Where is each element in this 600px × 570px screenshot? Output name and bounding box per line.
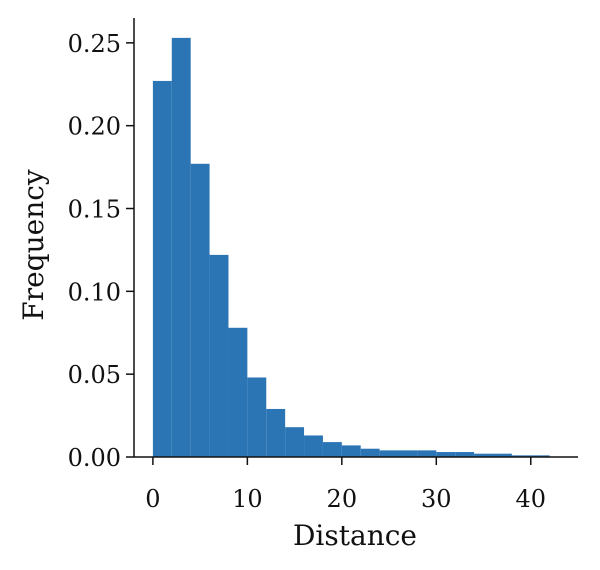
ticks-group: 0 10 20 30 40 0.00 0.05 0.10 0.15 0.20 0.25: [68, 30, 546, 513]
histogram-bar-8: [304, 435, 323, 457]
y-tick-label-0: 0.00: [68, 444, 121, 472]
axes-group: [133, 18, 578, 458]
histogram-bar-19: [511, 455, 531, 457]
histogram-bar-16: [455, 452, 475, 457]
bars-group: [152, 37, 550, 458]
histogram-bar-13: [398, 450, 418, 457]
x-axis-title: Distance: [293, 519, 417, 552]
histogram-bar-2: [190, 163, 210, 457]
histogram-bar-0: [152, 80, 172, 458]
histogram-bar-3: [209, 254, 229, 457]
histogram-bar-12: [379, 450, 399, 457]
y-tick-label-4: 0.20: [68, 113, 121, 141]
x-tick-label-1: 10: [232, 485, 263, 513]
x-tick-label-2: 20: [327, 485, 358, 513]
y-tick-label-5: 0.25: [68, 30, 121, 58]
y-tick-label-3: 0.15: [68, 196, 121, 224]
histogram-bar-7: [285, 427, 305, 457]
y-axis-title: Frequency: [17, 169, 50, 321]
histogram-bar-9: [322, 442, 342, 457]
histogram-bar-5: [247, 377, 267, 457]
histogram-bar-20: [530, 455, 550, 457]
histogram-bar-11: [360, 448, 380, 457]
histogram-bar-1: [171, 37, 191, 458]
y-tick-label-2: 0.10: [68, 278, 121, 306]
histogram-bar-14: [417, 450, 437, 457]
histogram-bar-15: [436, 452, 456, 457]
x-tick-label-3: 30: [421, 485, 452, 513]
x-tick-label-0: 0: [145, 485, 160, 513]
histogram-bar-17: [474, 453, 493, 457]
x-tick-label-4: 40: [515, 485, 546, 513]
histogram-bar-4: [228, 327, 248, 457]
histogram-bar-18: [492, 453, 512, 457]
histogram-bar-10: [341, 445, 361, 457]
y-tick-label-1: 0.05: [68, 361, 121, 389]
histogram-bar-6: [266, 408, 286, 457]
